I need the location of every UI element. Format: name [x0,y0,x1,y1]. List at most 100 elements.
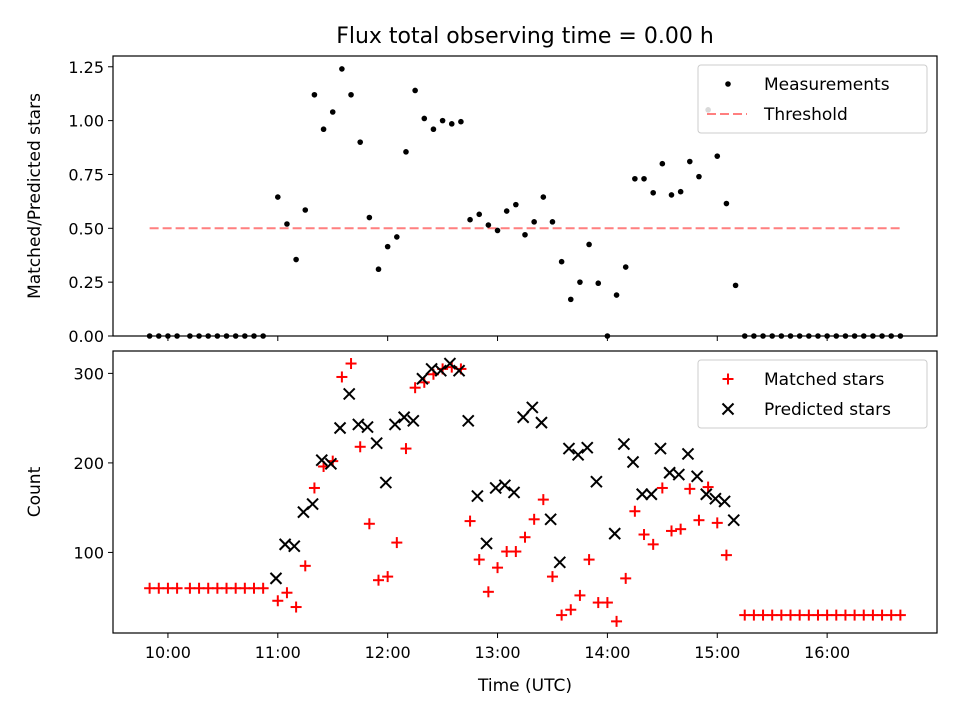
predicted-star-point [562,442,576,455]
measurement-point [311,91,318,98]
measurement-point [439,117,446,124]
count-panel: Count 10:00 11:00 12:00 13:00 14:00 15:00 16:00… [25,350,938,696]
matched-star-point [171,582,183,594]
matched-star-point [556,609,568,621]
matched-star-point [281,587,293,599]
y-tick-label: 0.75 [68,165,104,184]
matched-star-point [257,582,269,594]
matched-star-point [510,546,522,558]
x-stroke-b [608,527,621,540]
legend-box [697,64,928,134]
predicted-star-point [553,556,566,569]
ratio-panel: Matched/Predicted stars 0.00 0.25 0.50 0.75 1… [25,55,938,346]
predicted-star-point [397,411,411,424]
measurement-point [320,126,327,133]
x-stroke-b [306,497,319,511]
measurement-point [732,282,739,289]
measurement-point [448,121,455,127]
matched-star-point [537,494,549,506]
x-tick-label: 12:00 [365,643,411,662]
x-stroke-b [516,411,530,424]
x-stroke-b [370,437,383,450]
legend-label: Threshold [763,105,848,125]
measurement-point [677,188,684,195]
predicted-star-point [617,437,631,451]
measurement-point [586,241,592,248]
y-tick-label: 1.00 [68,112,104,131]
x-stroke-b [535,416,548,429]
x-stroke-b [379,476,393,489]
x-stroke-b [626,455,640,469]
measurement-point [403,149,409,155]
y-tick-label: 0.00 [68,327,104,346]
matched-star-point [693,514,705,526]
legend-predicted-swatch [721,402,735,416]
measurement-point [668,192,675,198]
matched-star-point [894,609,906,621]
measurement-point [577,279,583,285]
predicted-star-point [608,527,621,540]
matched-star-point [418,376,430,388]
matched-star-point [620,572,632,584]
matched-star-point [720,549,732,561]
matched-star-point [308,482,320,494]
predicted-star-point [626,455,640,469]
x-stroke-b [434,364,447,377]
matched-star-point [473,554,485,566]
predicted-star-point [379,476,393,489]
predicted-star-point [452,364,466,377]
measurement-point [467,216,473,223]
x-tick-label: 15:00 [694,643,740,662]
matched-star-point [336,371,348,383]
y-tick-label: 200 [73,454,104,473]
legend-measurement-swatch [725,81,731,87]
measurement-point [485,222,492,228]
x-tick-label: 10:00 [145,643,191,662]
measurement-point [650,189,656,196]
measurement-point [339,66,345,72]
matched-star-point [711,517,723,529]
x-stroke-b [562,442,576,455]
predicted-star-point [526,401,539,414]
x-stroke-b [452,364,466,377]
measurement-point [494,227,501,234]
matched-star-point [492,562,504,574]
matched-star-point [638,529,650,541]
y-tick-label: 0.50 [68,219,104,238]
predicted-star-point [654,442,667,455]
y-axis-label: Matched/Predicted stars [25,93,45,299]
plot-frame [112,350,938,634]
matched-star-point [675,523,687,535]
predicted-star-point [462,414,475,428]
measurement-point [284,221,290,227]
x-stroke-b [489,481,502,495]
measurement-point [357,139,364,145]
matched-star-point [391,537,403,549]
predicted-star-point [324,457,338,471]
legend-matched-swatch [722,373,734,385]
matched-star-point [464,515,476,527]
matched-star-point [482,586,494,598]
x-stroke-b [288,539,301,553]
x-stroke-b [388,418,402,431]
measurement-point [723,200,730,207]
predicted-star-point [269,572,283,585]
measurement-point [366,214,373,221]
predicted-star-point [471,489,484,503]
predicted-star-point [480,537,493,550]
predicted-star-point [507,486,521,499]
matched-star-point [574,589,586,601]
predicted-star-point [333,421,347,435]
matched-star-point [656,482,668,494]
x-stroke-b [480,537,493,550]
measurement-point [394,234,400,240]
x-stroke-b [443,357,457,370]
x-stroke-b [315,454,328,467]
predicted-star-point [571,448,585,462]
x-stroke-b [343,387,356,401]
measurement-point [412,87,418,94]
measurement-point [613,292,620,298]
x-stroke-b [654,442,667,455]
x-stroke-b [324,457,338,471]
x-stroke-b [690,470,704,483]
